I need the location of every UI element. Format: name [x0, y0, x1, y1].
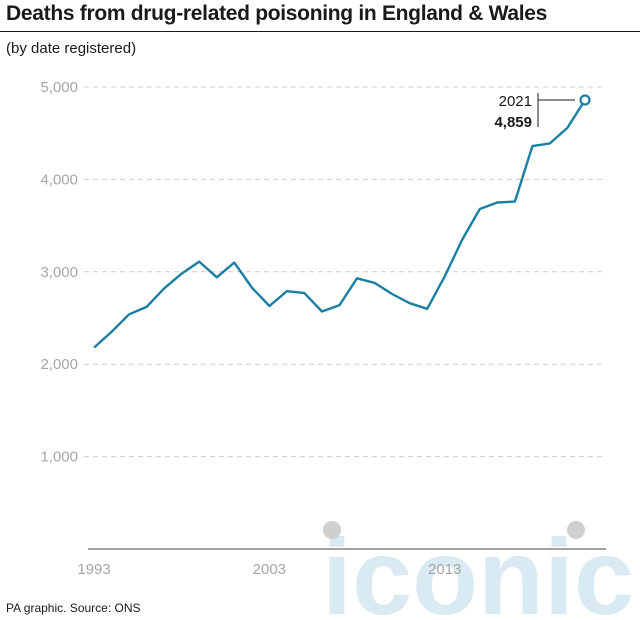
y-tick-label: 5,000 — [40, 79, 78, 96]
x-axis-ticks: 1993 2003 2013 — [77, 561, 461, 578]
watermark-text: iconic — [322, 516, 634, 620]
gridlines — [84, 86, 606, 458]
y-tick-label: 3,000 — [40, 264, 78, 281]
annotation-value: 4,859 — [494, 114, 532, 131]
x-tick-label: 1993 — [77, 561, 110, 578]
watermark-dot-left — [323, 521, 341, 539]
watermark-dot-right — [567, 521, 585, 539]
series-line — [93, 99, 587, 349]
title-divider — [0, 31, 640, 32]
source-note: PA graphic. Source: ONS — [6, 601, 141, 615]
x-tick-label: 2013 — [428, 561, 461, 578]
latest-point-marker — [579, 94, 591, 106]
latest-value-annotation: 2021 4,859 — [494, 93, 575, 131]
y-axis-ticks: 1,000 2,000 3,000 4,000 5,000 — [40, 79, 78, 466]
watermark: iconic — [322, 516, 634, 620]
chart-title: Deaths from drug-related poisoning in En… — [6, 2, 548, 25]
x-tick-label: 2003 — [253, 561, 286, 578]
y-tick-label: 4,000 — [40, 171, 78, 188]
chart-subtitle: (by date registered) — [6, 40, 137, 57]
annotation-year: 2021 — [499, 93, 532, 110]
y-tick-label: 2,000 — [40, 356, 78, 373]
y-tick-label: 1,000 — [40, 449, 78, 466]
